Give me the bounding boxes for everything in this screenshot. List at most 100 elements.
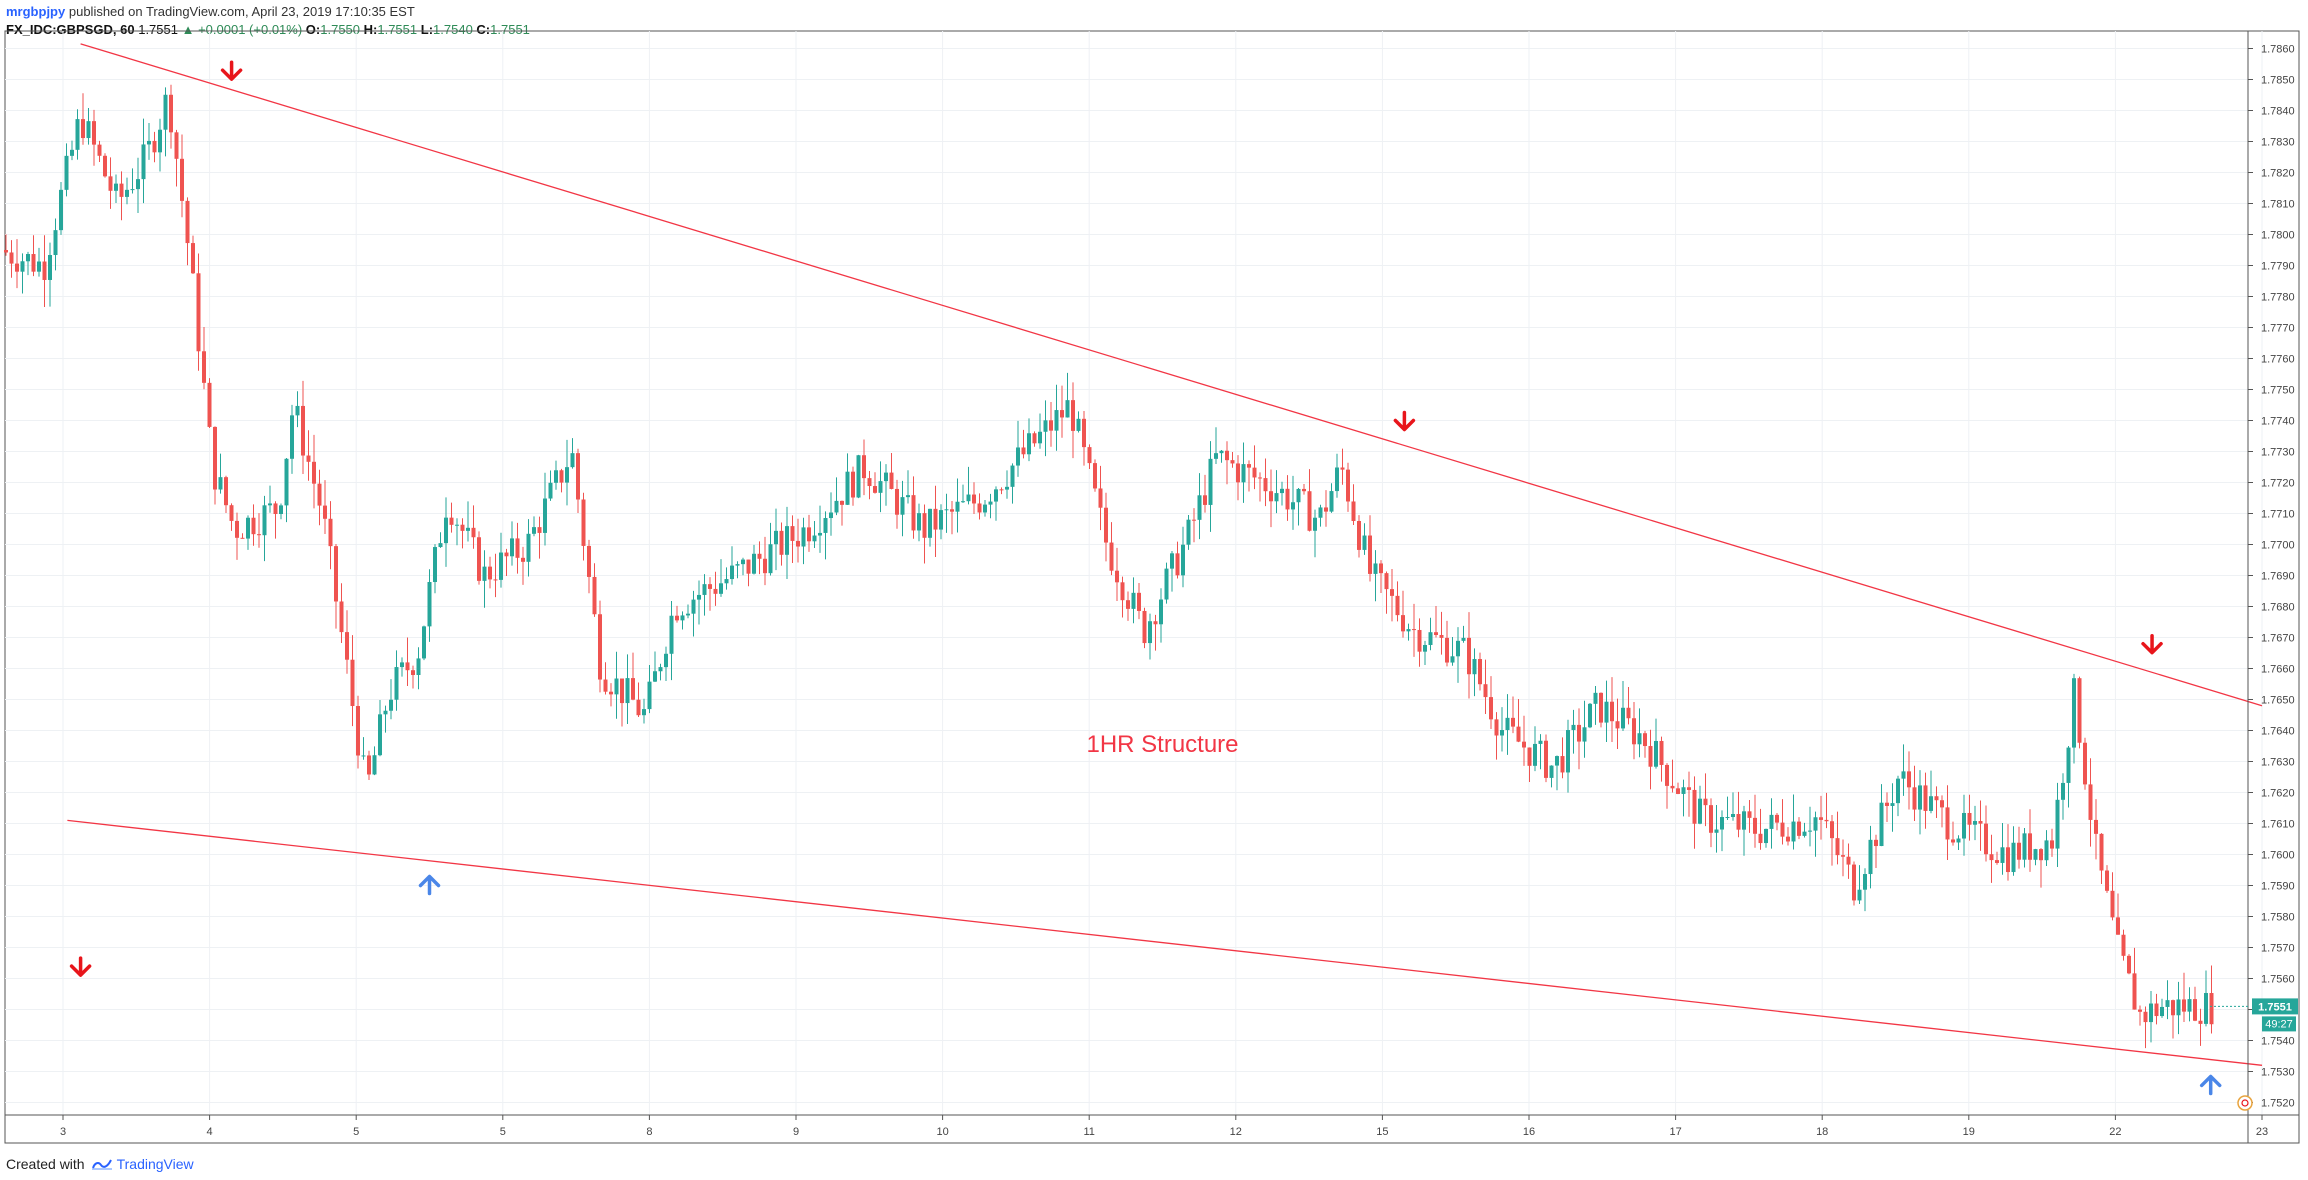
tradingview-brand[interactable]: TradingView <box>91 1156 194 1172</box>
candle-body <box>840 500 844 505</box>
candle-body <box>1962 812 1966 839</box>
candle-body <box>1577 724 1581 742</box>
time-axis[interactable]: 3455891011121516171819222324 <box>60 1115 2308 1138</box>
candle-body <box>416 658 421 675</box>
price-chart[interactable]: 1HR Structure 1.7520 1.7530 1.7540 1.7550 1.… <box>0 0 2308 1150</box>
candle-body <box>2094 819 2098 834</box>
candle-body <box>785 526 789 555</box>
candle-body <box>1846 856 1851 865</box>
down-arrow-icon <box>220 60 243 81</box>
candle-body <box>218 477 223 490</box>
candle-body <box>647 681 652 710</box>
candle-body <box>1192 519 1196 521</box>
candle-body <box>499 552 503 580</box>
candle-body <box>213 426 217 490</box>
candle-body <box>1071 400 1075 431</box>
time-tick-label: 5 <box>353 1126 359 1138</box>
candle-body <box>1307 491 1312 531</box>
candle-body <box>1423 644 1427 652</box>
candle-body <box>1896 778 1900 804</box>
candle-body <box>2187 999 2192 1012</box>
last-price-tag <box>2252 998 2298 1015</box>
candle-body <box>697 594 701 600</box>
candle-body <box>774 530 778 545</box>
candle-body <box>1676 788 1680 794</box>
candle-body <box>669 615 674 654</box>
candle-body <box>779 530 784 555</box>
candle-body <box>2044 840 2049 861</box>
candle-body <box>2198 1020 2203 1024</box>
candle-body <box>1230 460 1235 464</box>
candle-body <box>427 582 432 627</box>
candle-body <box>86 121 91 139</box>
candle-body <box>438 543 443 548</box>
candle-body <box>1483 684 1488 698</box>
candle-body <box>152 140 157 153</box>
candle-body <box>1654 740 1658 767</box>
time-tick-label: 8 <box>646 1126 652 1138</box>
candle-body <box>26 254 30 262</box>
candle-body <box>1214 453 1218 459</box>
candle-body <box>796 540 800 547</box>
candle-body <box>1802 831 1807 836</box>
settings-icon[interactable] <box>2237 1095 2253 1111</box>
price-tick-label: 1.7750 <box>2261 385 2295 397</box>
candle-body <box>1599 692 1603 723</box>
candle-body <box>686 613 690 616</box>
candle-body <box>1032 433 1037 444</box>
candle-body <box>2028 833 2032 860</box>
candle-body <box>48 255 52 280</box>
candle-body <box>2138 1009 2142 1012</box>
author-link[interactable]: mrgbpjpy <box>6 4 66 19</box>
candle-body <box>1560 756 1565 773</box>
candle-body <box>532 527 536 534</box>
candle-body <box>224 477 228 506</box>
candle-body <box>2171 1000 2175 1016</box>
candle-body <box>31 254 36 272</box>
time-tick-label: 18 <box>1816 1126 1828 1138</box>
candle-body <box>1951 839 1955 843</box>
candle-body <box>724 579 729 584</box>
candle-body <box>1131 592 1136 609</box>
candle-body <box>2011 842 2016 873</box>
candle-body <box>356 706 360 756</box>
candle-body <box>64 155 69 190</box>
candle-body <box>1318 507 1323 518</box>
candle-body <box>867 478 872 487</box>
candle-body <box>818 532 822 536</box>
candle-body <box>4 250 8 253</box>
candle-body <box>625 678 630 704</box>
candle-body <box>1819 817 1823 820</box>
candle-body <box>477 537 481 581</box>
candle-body <box>691 599 696 614</box>
candle-body <box>1082 418 1086 448</box>
price-axis[interactable]: 1.75201.75301.75401.75501.75601.75701.75… <box>2248 44 2295 1110</box>
candle-body <box>735 564 740 566</box>
candle-body <box>1841 855 1845 857</box>
candle-body <box>1511 717 1515 727</box>
candle-body <box>1835 838 1840 856</box>
candle-body <box>339 601 344 633</box>
candle-body <box>1643 733 1647 747</box>
candle-body <box>917 513 921 531</box>
candle-body <box>1401 615 1405 632</box>
trendline <box>80 43 2263 707</box>
candle-body <box>229 505 234 521</box>
candle-body <box>1813 817 1818 831</box>
time-tick-label: 19 <box>1963 1126 1975 1138</box>
candle-body <box>570 453 575 468</box>
candle-body <box>2204 993 2208 1024</box>
candle-body <box>1791 821 1796 842</box>
candle-body <box>548 482 553 499</box>
candle-body <box>2033 849 2038 860</box>
brand-label: TradingView <box>116 1156 194 1172</box>
structure-label: 1HR Structure <box>1086 731 1238 758</box>
candle-body <box>900 497 905 515</box>
candle-body <box>367 755 371 775</box>
candle-body <box>1698 798 1702 824</box>
candle-body <box>1186 519 1191 545</box>
close-value: 1.7551 <box>490 22 530 37</box>
candle-body <box>1313 517 1317 531</box>
candle-body <box>306 455 311 462</box>
candle-body <box>614 678 619 695</box>
